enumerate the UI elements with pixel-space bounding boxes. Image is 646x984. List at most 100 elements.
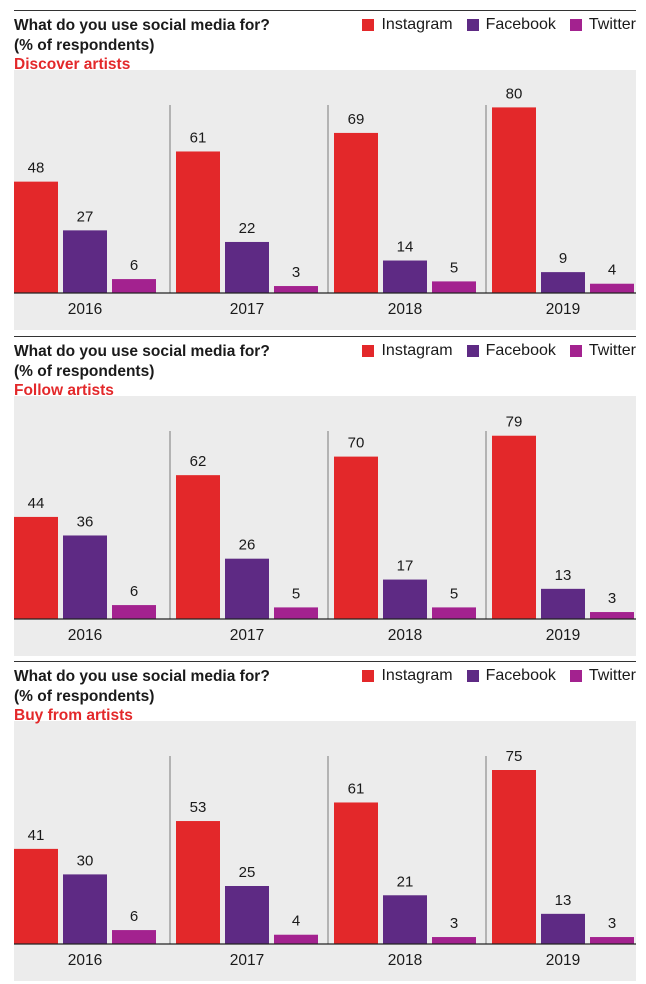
bar-facebook-2019 [541,588,585,619]
bar-instagram-2016 [14,516,58,619]
data-label-twitter-2017: 4 [292,913,300,930]
panel-top-rule [14,336,636,337]
data-label-twitter-2016: 6 [130,583,138,600]
data-label-facebook-2017: 26 [239,537,256,554]
bar-twitter-2017 [274,934,318,944]
chart-title-units: (% of respondents) [14,363,155,380]
chart-title: What do you use social media for? [14,343,270,360]
chart-panel-follow: What do you use social media for? (% of … [14,336,636,656]
x-tick-label-2019: 2019 [546,952,580,969]
data-label-instagram-2017: 53 [190,799,207,816]
data-label-instagram-2018: 69 [348,111,365,128]
x-tick-label-2016: 2016 [68,301,102,318]
bar-twitter-2018 [432,607,476,619]
chart-title-units: (% of respondents) [14,688,155,705]
data-label-facebook-2018: 21 [397,873,414,890]
bar-instagram-2016 [14,848,58,944]
x-tick-label-2018: 2018 [388,627,422,644]
data-label-instagram-2019: 79 [506,414,523,431]
bar-instagram-2017 [176,821,220,944]
panel-top-rule [14,661,636,662]
x-tick-label-2016: 2016 [68,627,102,644]
data-label-facebook-2018: 17 [397,558,414,575]
bar-twitter-2016 [112,279,156,293]
bar-twitter-2016 [112,605,156,619]
bar-instagram-2017 [176,475,220,619]
chart-title: What do you use social media for? [14,17,270,34]
bar-instagram-2018 [334,802,378,944]
data-label-instagram-2016: 44 [28,495,45,512]
legend-label-facebook: Facebook [485,342,556,359]
legend-label-facebook: Facebook [485,16,556,33]
bar-twitter-2019 [590,612,634,619]
data-label-facebook-2017: 25 [239,864,256,881]
chart-panel-discover: What do you use social media for? (% of … [14,10,636,330]
data-label-facebook-2016: 27 [77,208,94,225]
bar-facebook-2018 [383,895,427,944]
data-label-instagram-2016: 48 [28,160,45,177]
data-label-facebook-2019: 9 [559,250,567,267]
bar-facebook-2018 [383,579,427,619]
legend-item-facebook: Facebook [466,666,556,686]
bar-twitter-2018 [432,281,476,293]
bar-chart-buy: 41 30 6 2016 53 25 4 2017 61 21 3 2018 75 13 3 2019 [14,748,636,969]
chart-title-units: (% of respondents) [14,37,155,54]
data-label-twitter-2017: 3 [292,264,300,281]
data-label-twitter-2016: 6 [130,257,138,274]
x-tick-label-2017: 2017 [230,952,264,969]
panel-top-rule [14,10,636,11]
data-label-facebook-2019: 13 [555,567,572,584]
data-label-twitter-2019: 3 [608,590,616,607]
legend: Instagram Facebook Twitter [362,666,636,686]
x-tick-label-2019: 2019 [546,301,580,318]
bar-instagram-2018 [334,456,378,619]
data-label-instagram-2018: 61 [348,780,365,797]
bar-facebook-2018 [383,260,427,293]
data-label-instagram-2019: 75 [506,748,523,765]
bar-instagram-2019 [492,107,536,294]
bar-twitter-2019 [590,937,634,944]
x-tick-label-2017: 2017 [230,301,264,318]
legend-item-instagram: Instagram [362,15,453,35]
x-tick-label-2019: 2019 [546,627,580,644]
chart-panel-buy: What do you use social media for? (% of … [14,661,636,981]
data-label-facebook-2017: 22 [239,220,256,237]
bar-chart-follow: 44 36 6 2016 62 26 5 2017 70 17 5 2018 79 13 3 2019 [14,414,636,644]
legend-swatch-facebook [466,345,479,357]
legend-item-facebook: Facebook [466,341,556,361]
legend: Instagram Facebook Twitter [362,15,636,35]
bar-facebook-2017 [225,886,269,944]
legend-item-twitter: Twitter [569,15,636,35]
legend-swatch-twitter [569,19,582,31]
legend-label-instagram: Instagram [381,16,453,33]
x-tick-label-2018: 2018 [388,301,422,318]
legend-label-instagram: Instagram [381,342,453,359]
bar-facebook-2019 [541,913,585,944]
legend-swatch-facebook [466,670,479,682]
data-label-twitter-2018: 3 [450,915,458,932]
legend-swatch-instagram [362,19,375,31]
bar-twitter-2017 [274,607,318,619]
bar-twitter-2019 [590,283,634,293]
x-tick-label-2016: 2016 [68,952,102,969]
data-label-facebook-2016: 30 [77,852,94,869]
bar-facebook-2016 [63,535,107,619]
chart-subtitle: Follow artists [14,382,114,399]
bar-facebook-2017 [225,241,269,293]
bar-instagram-2018 [334,132,378,293]
legend-label-twitter: Twitter [588,16,636,33]
x-tick-label-2017: 2017 [230,627,264,644]
bar-facebook-2019 [541,272,585,293]
bar-twitter-2018 [432,937,476,944]
legend-swatch-facebook [466,19,479,31]
legend-label-twitter: Twitter [588,667,636,684]
legend-item-instagram: Instagram [362,666,453,686]
bar-instagram-2017 [176,151,220,293]
legend-swatch-twitter [569,670,582,682]
legend-swatch-instagram [362,345,375,357]
legend-item-twitter: Twitter [569,666,636,686]
x-tick-label-2018: 2018 [388,952,422,969]
bar-facebook-2016 [63,874,107,944]
legend-label-instagram: Instagram [381,667,453,684]
legend: Instagram Facebook Twitter [362,341,636,361]
